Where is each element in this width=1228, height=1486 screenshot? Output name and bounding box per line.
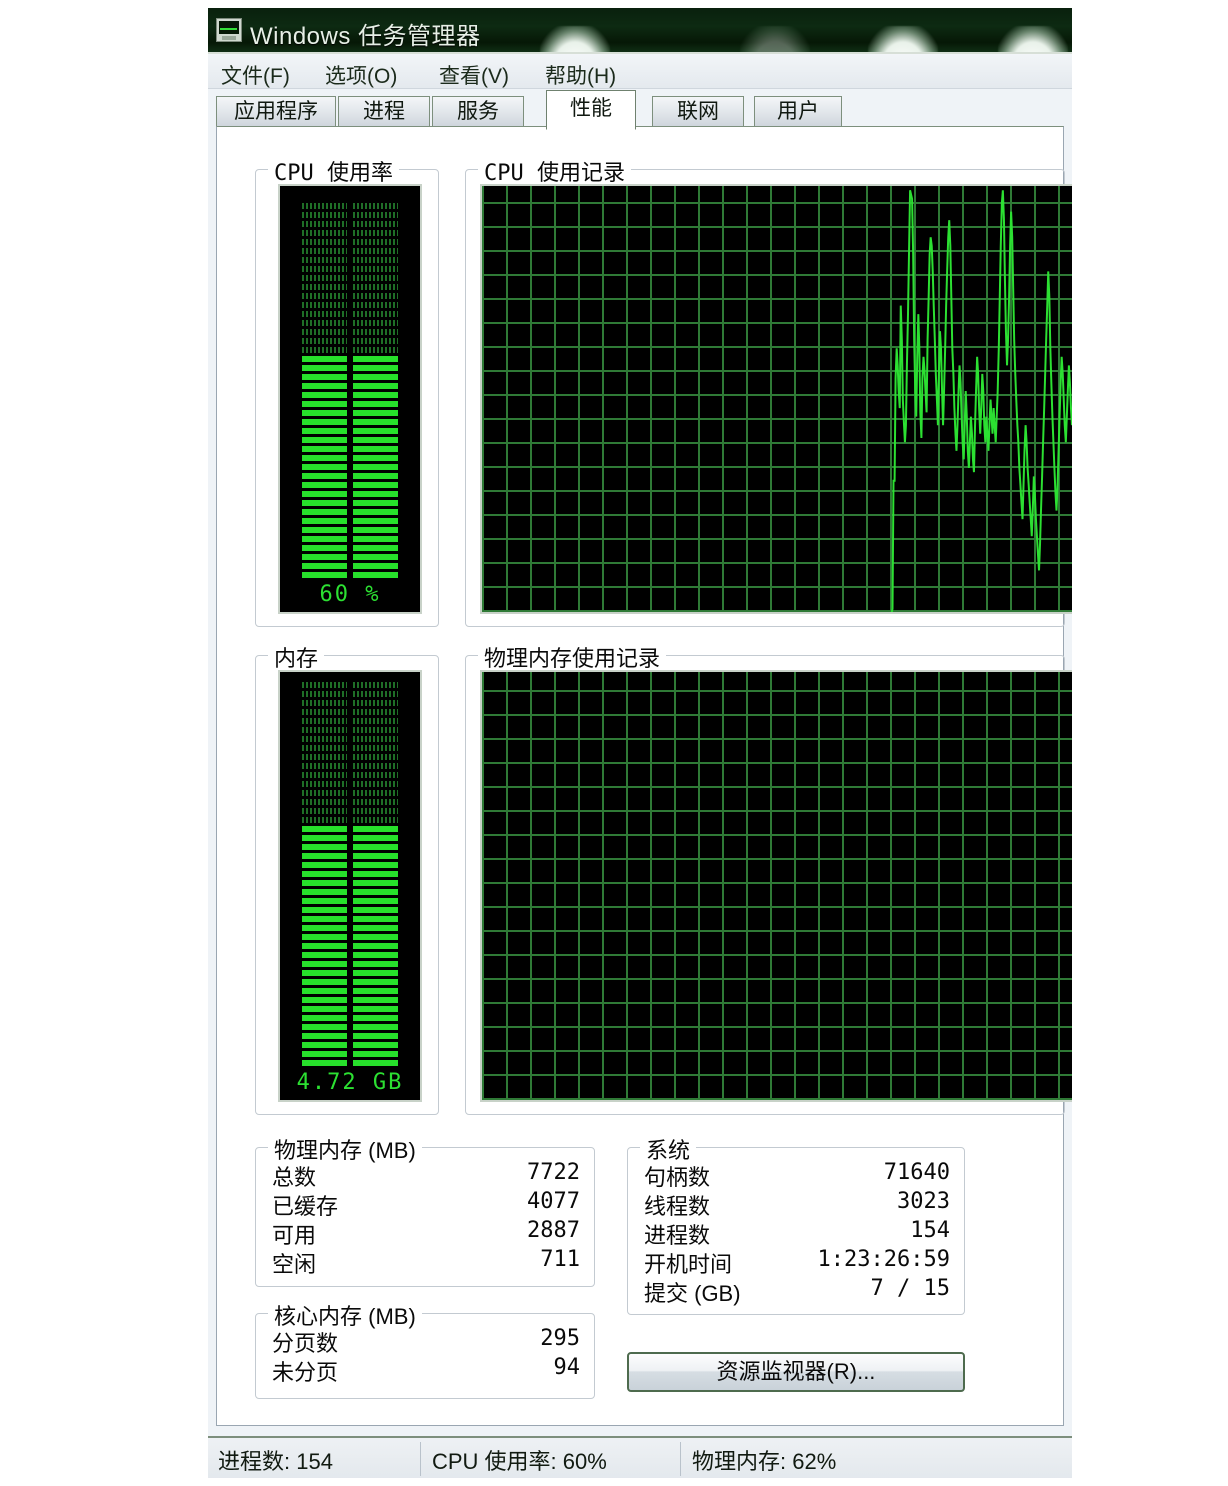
physical-memory-value-3: 711 [540,1247,580,1272]
tab-users[interactable]: 用户 [754,96,842,128]
status-physical-mem: 物理内存: 62% [692,1449,837,1474]
kernel-memory-key-0: 分页数 [272,1331,339,1356]
tab-strip: 应用程序 进程 服务 性能 联网 用户 [208,88,1072,130]
minimize-button[interactable] [868,26,938,54]
kernel-memory-value-0: 295 [540,1326,580,1351]
title-bar[interactable]: Windows 任务管理器 [208,8,1072,54]
menu-options[interactable]: 选项(O) [325,65,398,88]
physical-memory-key-0: 总数 [272,1165,317,1190]
kernel-memory-value-1: 94 [553,1355,581,1380]
window-title: Windows 任务管理器 [250,23,481,50]
status-cpu-usage: CPU 使用率: 60% [432,1449,607,1474]
cpu-history-group: CPU 使用记录 [465,155,1072,627]
status-bar: 进程数: 154 CPU 使用率: 60% 物理内存: 62% [208,1436,1072,1478]
system-value-4: 7 / 15 [870,1276,950,1301]
cpu-meter-columns [302,192,398,578]
physical-memory-key-2: 可用 [272,1223,317,1248]
tab-services[interactable]: 服务 [432,96,524,128]
cpu-usage-meter: 60 % [278,184,422,614]
physical-memory-value-1: 4077 [527,1189,580,1214]
table-row: 提交 (GB) 7 / 15 [628,1276,964,1306]
cpu-usage-value: 60 % [319,582,381,607]
titlebar-divider [208,52,1072,54]
memory-graph-line [482,672,1072,1101]
table-row: 可用 2887 [256,1218,594,1248]
system-value-2: 154 [910,1218,950,1243]
kernel-memory-label: 核心内存 (MB) [268,1299,422,1331]
physical-memory-label: 物理内存 (MB) [268,1133,422,1165]
table-row: 分页数 295 [256,1326,594,1356]
cpu-graph-grid [482,186,1072,612]
cpu-history-graph [480,184,1072,614]
memory-usage-value: 4.72 GB [296,1070,404,1095]
system-value-1: 3023 [897,1189,950,1214]
tab-processes[interactable]: 进程 [338,96,430,128]
table-row: 进程数 154 [628,1218,964,1248]
system-key-0: 句柄数 [644,1165,711,1190]
memory-meter-column-right [353,678,398,1066]
cpu-graph-line [890,190,1072,612]
menu-bar: 文件(F) 选项(O) 查看(V) 帮助(H) [208,54,1072,89]
memory-history-group: 物理内存使用记录 [465,641,1072,1115]
memory-meter-columns [302,678,398,1066]
system-value-0: 71640 [883,1160,950,1185]
table-row: 空闲 711 [256,1247,594,1277]
menu-help[interactable]: 帮助(H) [545,65,617,88]
tab-applications[interactable]: 应用程序 [216,96,336,128]
memory-meter-column-left [302,678,347,1066]
system-key-4: 提交 (GB) [644,1281,741,1306]
titlebar-gloss-2 [740,26,810,54]
maximize-button[interactable] [998,26,1068,54]
tab-networking[interactable]: 联网 [652,96,744,128]
kernel-memory-key-1: 未分页 [272,1360,339,1385]
memory-graph-grid [482,672,1072,1100]
system-key-2: 进程数 [644,1223,711,1248]
taskmgr-icon [216,18,242,42]
table-row: 开机时间 1:23:26:59 [628,1247,964,1277]
physical-memory-key-1: 已缓存 [272,1194,339,1219]
cpu-usage-group-label: CPU 使用率 [268,155,399,187]
table-row: 句柄数 71640 [628,1160,964,1190]
system-value-3: 1:23:26:59 [817,1247,950,1272]
system-box: 系统 句柄数 71640 线程数 3023 进程数 154 开机时间 1:23:… [627,1133,965,1315]
status-divider-1 [420,1442,421,1476]
memory-history-group-label: 物理内存使用记录 [478,641,667,673]
menu-view[interactable]: 查看(V) [439,65,509,88]
table-row: 已缓存 4077 [256,1189,594,1219]
physical-memory-value-0: 7722 [527,1160,580,1185]
system-label: 系统 [640,1133,697,1165]
cpu-meter-column-right [353,192,398,578]
status-process-count: 进程数: 154 [218,1449,333,1474]
cpu-usage-group: CPU 使用率 60 % [255,155,439,627]
titlebar-gloss-1 [540,26,610,54]
system-key-3: 开机时间 [644,1252,733,1277]
cpu-meter-column-left [302,192,347,578]
table-row: 未分页 94 [256,1355,594,1385]
tab-performance[interactable]: 性能 [546,90,636,130]
physical-memory-key-3: 空闲 [272,1252,317,1277]
status-divider-2 [680,1442,681,1476]
physical-memory-box: 物理内存 (MB) 总数 7722 已缓存 4077 可用 2887 空闲 71… [255,1133,595,1287]
task-manager-window: Windows 任务管理器 文件(F) 选项(O) 查看(V) 帮助(H) 应用… [208,8,1072,1478]
resource-monitor-button[interactable]: 资源监视器(R)... [627,1352,965,1392]
menu-file[interactable]: 文件(F) [221,65,290,88]
memory-usage-group-label: 内存 [268,641,325,673]
memory-usage-group: 内存 4.72 GB [255,641,439,1115]
table-row: 总数 7722 [256,1160,594,1190]
kernel-memory-box: 核心内存 (MB) 分页数 295 未分页 94 [255,1299,595,1399]
physical-memory-value-2: 2887 [527,1218,580,1243]
memory-history-graph [480,670,1072,1102]
performance-page: CPU 使用率 60 % CPU 使用记录 内存 [216,126,1072,1426]
cpu-history-group-label: CPU 使用记录 [478,155,631,187]
table-row: 线程数 3023 [628,1189,964,1219]
system-key-1: 线程数 [644,1194,711,1219]
memory-usage-meter: 4.72 GB [278,670,422,1102]
